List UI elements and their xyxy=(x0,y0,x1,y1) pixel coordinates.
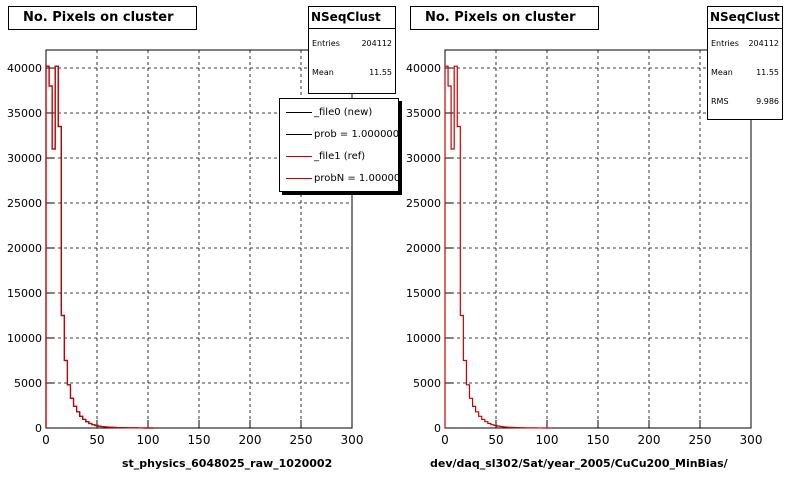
y-tick-label: 10000 xyxy=(7,332,42,345)
left-plot: 0 50 100 150 200 250 300 0 5000 10000 15000 20000 25… xyxy=(7,49,364,447)
panel-title: No. Pixels on cluster xyxy=(410,6,599,30)
y-tick-label: 40000 xyxy=(406,62,441,75)
legend-item: _file0 (new) xyxy=(280,101,398,123)
y-tick-label: 20000 xyxy=(406,242,441,255)
legend-label: probN = 1.000000 xyxy=(314,172,399,184)
y-tick-label: 35000 xyxy=(7,107,42,120)
x-tick-label: 150 xyxy=(587,433,610,447)
x-tick-label: 0 xyxy=(42,433,50,447)
stats-name: NSeqClust xyxy=(708,7,782,29)
histogram-series xyxy=(45,65,154,429)
y-tick-label: 30000 xyxy=(406,152,441,165)
stats-label: Mean xyxy=(711,68,733,77)
stats-row: Mean 11.55 xyxy=(708,58,782,87)
y-tick-label: 25000 xyxy=(7,197,42,210)
x-tick-label: 50 xyxy=(89,433,104,447)
legend-swatch xyxy=(286,112,312,113)
stats-row: Mean 11.55 xyxy=(309,58,395,87)
legend-label: _file0 (new) xyxy=(314,106,373,118)
stats-box: NSeqClust Entries 204112 Mean 11.55 RMS … xyxy=(707,6,783,120)
x-tick-label: 300 xyxy=(740,433,763,447)
legend-box: _file0 (new) prob = 1.000000 _file1 (ref… xyxy=(279,98,399,192)
legend-swatch xyxy=(286,156,312,157)
legend-swatch xyxy=(286,134,312,135)
x-tick-label: 200 xyxy=(239,433,262,447)
right-plot: 0 50 100 150 200 250 300 0 5000 10000 15000 20000 25… xyxy=(406,49,763,447)
legend-item: probN = 1.000000 xyxy=(280,167,398,189)
stats-label: RMS xyxy=(711,97,729,106)
stats-label: Mean xyxy=(312,68,334,77)
x-tick-label: 250 xyxy=(689,433,712,447)
x-axis-title: dev/daq_sl302/Sat/year_2005/CuCu200_MinB… xyxy=(430,457,728,470)
y-tick-label: 15000 xyxy=(7,287,42,300)
legend-item: prob = 1.000000 xyxy=(280,123,398,145)
legend-item: _file1 (ref) xyxy=(280,145,398,167)
stats-box: NSeqClust Entries 204112 Mean 11.55 xyxy=(308,6,396,94)
y-tick-label: 0 xyxy=(434,422,441,435)
y-tick-label: 15000 xyxy=(406,287,441,300)
x-tick-label: 100 xyxy=(536,433,559,447)
panel-title: No. Pixels on cluster xyxy=(8,6,197,30)
x-tick-label: 200 xyxy=(638,433,661,447)
x-tick-label: 0 xyxy=(441,433,449,447)
stats-value: 204112 xyxy=(748,39,779,48)
y-tick-label: 0 xyxy=(35,422,42,435)
stats-row: Entries 204112 xyxy=(708,29,782,58)
stats-value: 9.986 xyxy=(756,97,779,106)
y-tick-label: 35000 xyxy=(406,107,441,120)
y-tick-label: 30000 xyxy=(7,152,42,165)
x-tick-label: 150 xyxy=(188,433,211,447)
y-tick-label: 5000 xyxy=(14,377,42,390)
stats-value: 11.55 xyxy=(369,68,392,77)
y-tick-label: 40000 xyxy=(7,62,42,75)
legend-label: prob = 1.000000 xyxy=(314,128,399,140)
x-axis-title: st_physics_6048025_raw_1020002 xyxy=(122,457,333,470)
x-tick-label: 100 xyxy=(137,433,160,447)
stats-value: 11.55 xyxy=(756,68,779,77)
x-tick-label: 300 xyxy=(341,433,364,447)
x-tick-label: 50 xyxy=(488,433,503,447)
stats-name: NSeqClust xyxy=(309,7,395,29)
y-tick-label: 5000 xyxy=(413,377,441,390)
stats-label: Entries xyxy=(312,39,340,48)
y-tick-label: 10000 xyxy=(406,332,441,345)
y-tick-label: 20000 xyxy=(7,242,42,255)
legend-label: _file1 (ref) xyxy=(314,150,366,162)
stats-row: Entries 204112 xyxy=(309,29,395,58)
stats-row: RMS 9.986 xyxy=(708,87,782,116)
stats-value: 204112 xyxy=(361,39,392,48)
histogram-series xyxy=(45,65,154,429)
x-tick-label: 250 xyxy=(290,433,313,447)
histogram-series xyxy=(444,65,553,429)
legend-swatch xyxy=(286,178,312,179)
stats-label: Entries xyxy=(711,39,739,48)
y-tick-label: 25000 xyxy=(406,197,441,210)
